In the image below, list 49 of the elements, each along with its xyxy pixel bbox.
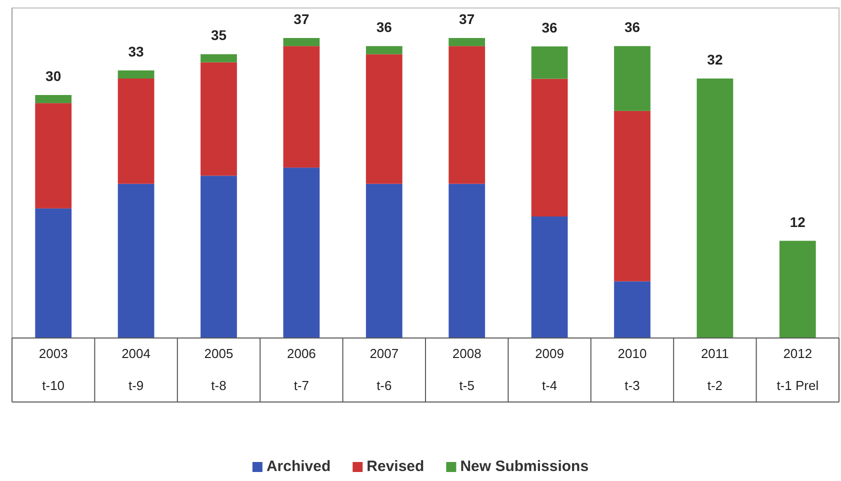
- text: 36: [624, 19, 640, 36]
- bar: [614, 46, 650, 111]
- category-label: 2012 t-1 Prel: [776, 346, 819, 393]
- bar: [779, 240, 816, 338]
- bar: [283, 38, 320, 46]
- legend-label: Archived: [266, 458, 331, 475]
- category-label: 2003 t-10: [38, 346, 68, 393]
- bar: [200, 176, 237, 338]
- bar: [35, 95, 72, 104]
- text: 36: [542, 19, 558, 36]
- annotation: 30: [46, 68, 62, 84]
- bar: [366, 54, 402, 184]
- bar: [614, 110, 650, 282]
- bar: [531, 216, 568, 338]
- category-label: 2006 t-7: [286, 346, 316, 393]
- annotation: 33: [128, 43, 144, 60]
- bar: [448, 46, 486, 184]
- bar: [200, 62, 237, 176]
- bar: [118, 184, 154, 338]
- category-label: 2007 t-6: [370, 346, 399, 393]
- bar: [614, 281, 650, 338]
- bar: [118, 78, 154, 184]
- annotation: 35: [210, 27, 227, 44]
- category-label: 2010 t-3: [618, 346, 647, 393]
- bar: [118, 70, 154, 78]
- legend-label: Revised: [366, 458, 424, 475]
- category-label: 2009 t-4: [535, 346, 564, 393]
- bar: [283, 168, 320, 338]
- bar: [283, 46, 320, 168]
- category-label: 2008 t-5: [452, 346, 482, 393]
- bar: [366, 184, 402, 338]
- text: 37: [459, 11, 475, 27]
- text: 37: [294, 11, 310, 27]
- text: 36: [376, 19, 392, 36]
- legend-label: New Submissions: [460, 458, 589, 475]
- bar: [35, 208, 72, 338]
- bar: [448, 184, 486, 338]
- bar: [448, 38, 486, 46]
- bar: [35, 103, 72, 208]
- annotation: 12: [790, 214, 806, 230]
- bar: [366, 46, 402, 54]
- category-label: 2004 t-9: [122, 346, 151, 393]
- bar: [531, 78, 568, 216]
- category-label: 2005 t-8: [204, 346, 234, 393]
- bar: [531, 46, 568, 79]
- annotation: 32: [707, 52, 723, 68]
- bar: [696, 78, 734, 338]
- bar: [200, 54, 237, 62]
- category-label: 2011 t-2: [700, 346, 729, 393]
